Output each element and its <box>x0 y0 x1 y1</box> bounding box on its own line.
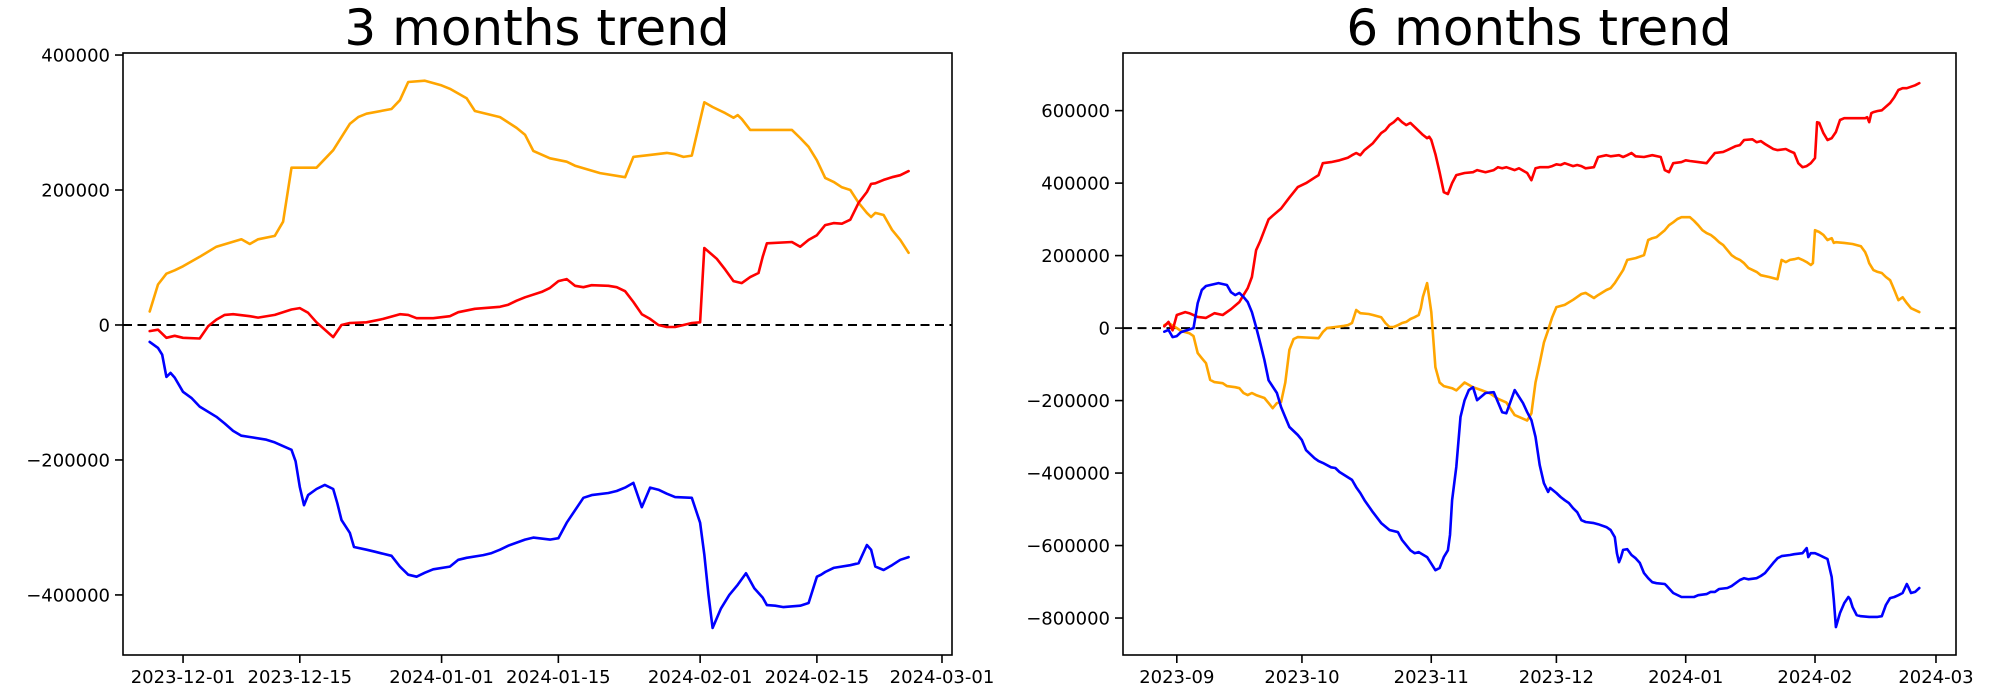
x-tick-label: 2023-09 <box>1139 667 1214 688</box>
x-tick-label: 2024-02 <box>1777 667 1852 688</box>
left-series-orange <box>148 79 910 313</box>
right-series-blue <box>1163 281 1921 629</box>
x-tick-label: 2024-02-15 <box>765 667 870 688</box>
left-series-blue <box>148 340 910 630</box>
y-tick-label: 0 <box>1099 319 1110 340</box>
right-chart-plot-area: 2023-09 2023-10 2023-11 2023-12 2024-01 2024-… <box>1026 52 1974 688</box>
y-tick-label: 600000 <box>1041 101 1110 122</box>
y-tick-label: −600000 <box>1026 536 1110 557</box>
left-chart-title: 3 months trend <box>344 0 729 57</box>
right-series-red <box>1163 81 1921 332</box>
right-chart-title: 6 months trend <box>1346 0 1731 57</box>
y-tick-label: −800000 <box>1026 609 1110 630</box>
x-tick-label: 2023-12-01 <box>131 667 236 688</box>
right-series-orange <box>1163 215 1921 422</box>
x-tick-label: 2023-10 <box>1264 667 1339 688</box>
y-tick-label: −200000 <box>26 450 110 471</box>
left-chart-plot-area: 2023-12-01 2023-12-15 2024-01-01 2024-01-15… <box>26 46 994 688</box>
y-tick-label: 200000 <box>41 181 110 202</box>
y-tick-label: −400000 <box>1026 464 1110 485</box>
x-tick-label: 2023-11 <box>1394 667 1469 688</box>
x-tick-label: 2024-01-01 <box>389 667 494 688</box>
y-tick-label: −400000 <box>26 585 110 606</box>
x-tick-label: 2024-03 <box>1898 667 1973 688</box>
x-tick-label: 2024-02-01 <box>648 667 753 688</box>
y-tick-label: 400000 <box>1041 174 1110 195</box>
left-series-red <box>148 169 910 340</box>
x-tick-label: 2024-01 <box>1648 667 1723 688</box>
x-tick-label: 2023-12 <box>1519 667 1594 688</box>
y-tick-label: −200000 <box>1026 391 1110 412</box>
x-tick-label: 2024-03-01 <box>890 667 995 688</box>
x-tick-label: 2023-12-15 <box>248 667 353 688</box>
y-tick-label: 200000 <box>1041 246 1110 267</box>
x-tick-label: 2024-01-15 <box>506 667 611 688</box>
y-tick-label: 0 <box>99 315 110 336</box>
y-tick-label: 400000 <box>41 46 110 67</box>
